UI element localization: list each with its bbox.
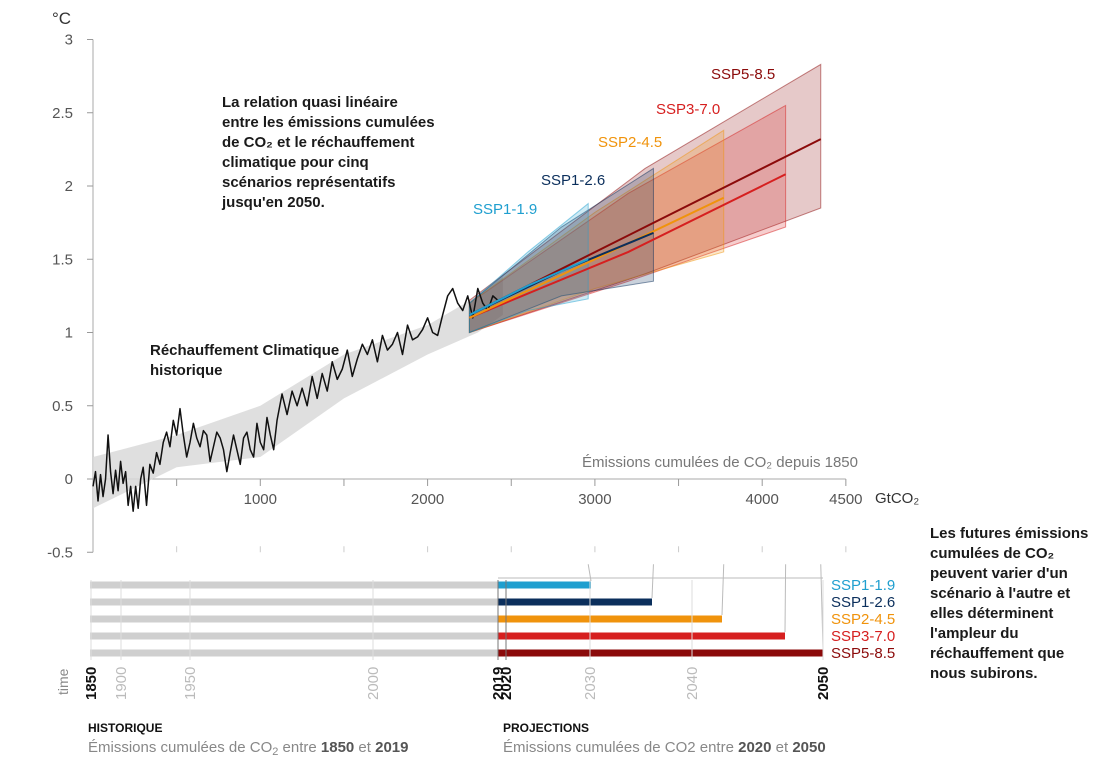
ssp-label: SSP1-2.6 <box>541 172 605 189</box>
main-axes: °C GtCO₂ Émissions cumulées de CO₂ depui… <box>52 9 919 553</box>
timeline-year-label: 1850 <box>83 667 100 700</box>
y-tick-label: 0 <box>65 471 73 488</box>
annotation-line: entre les émissions cumulées <box>222 114 435 131</box>
timeline-ssp-label: SSP1-1.9 <box>831 577 895 594</box>
historical-subtitle-text: et <box>354 739 375 756</box>
timeline-year-label: 2020 <box>498 667 515 700</box>
timeline-axis-label: time <box>55 668 71 695</box>
side-note-line: peuvent varier d'un <box>930 565 1068 582</box>
historical-line <box>92 287 499 512</box>
historical-start-year: 1850 <box>321 739 354 756</box>
y-tick-label: 0.5 <box>52 398 73 415</box>
annotation-line: La relation quasi linéaire <box>222 94 398 111</box>
ssp-lines <box>468 138 822 319</box>
historical-warming-line <box>92 287 499 512</box>
y-tick-label: 1.5 <box>52 251 73 268</box>
y-tick-label: 3 <box>65 32 73 49</box>
ssp-label: SSP1-1.9 <box>473 201 537 218</box>
connector-line <box>651 564 654 599</box>
historical-subtitle: Émissions cumulées de CO2 entre 1850 et … <box>88 739 409 758</box>
x-axis-unit: GtCO₂ <box>875 490 919 507</box>
historical-end-year: 2019 <box>375 739 408 756</box>
annotation-line: Réchauffement Climatique <box>150 342 339 359</box>
side-note: Les futures émissions cumulées de CO₂ pe… <box>930 525 1088 682</box>
annotation-main: La relation quasi linéaire entre les émi… <box>221 94 435 211</box>
side-note-line: réchauffement que <box>930 645 1064 662</box>
projections-subtitle: Émissions cumulées de CO2 entre 2020 et … <box>503 739 826 756</box>
y-axis-unit: °C <box>52 9 71 28</box>
projections-end-year: 2050 <box>792 739 825 756</box>
historical-band <box>93 276 503 509</box>
annotation-line: historique <box>150 362 223 379</box>
projections-title: PROJECTIONS <box>503 721 589 735</box>
timeline-ssp-label: SSP3-7.0 <box>831 628 895 645</box>
x-tick-label: 3000 <box>578 491 611 508</box>
projection-bar <box>498 649 823 657</box>
projections-subtitle-text: Émissions cumulées de CO2 entre <box>503 739 738 756</box>
timeline-ssp-label: SSP1-2.6 <box>831 594 895 611</box>
ssp-label: SSP5-8.5 <box>711 66 775 83</box>
annotation-historical: Réchauffement Climatique historique <box>150 342 339 379</box>
annotation-line: climatique pour cinq <box>222 154 369 171</box>
side-note-line: nous subirons. <box>930 665 1038 682</box>
projection-bar <box>498 615 722 623</box>
ssp-line <box>468 258 589 316</box>
timeline-year-label: 2050 <box>815 667 832 700</box>
emissions-timeline: SSP1-1.9SSP1-2.6SSP2-4.5SSP3-7.0SSP5-8.5… <box>83 564 895 700</box>
projection-bar <box>498 581 591 589</box>
timeline-year-label: 2030 <box>582 667 599 700</box>
ssp-label: SSP3-7.0 <box>656 101 720 118</box>
timeline-year-label: 2000 <box>365 667 382 700</box>
x-tick-label: 4000 <box>746 491 779 508</box>
historical-bar <box>90 598 498 606</box>
timeline-year-label: 1950 <box>182 667 199 700</box>
timeline-year-label: 2019 <box>490 667 507 700</box>
projections-subtitle-text: et <box>771 739 792 756</box>
x-axis-caption: Émissions cumulées de CO₂ depuis 1850 <box>582 454 858 471</box>
side-note-line: Les futures émissions <box>930 525 1088 542</box>
tick-labels: -0.5 0 0.5 1 1.5 2 2.5 3 1000 2000 3000 4000 4500 <box>47 32 862 562</box>
historical-subtitle-subscript: 2 <box>272 746 278 758</box>
side-note-line: scénario à l'autre et <box>930 585 1070 602</box>
historical-bar <box>90 581 498 589</box>
historical-bar <box>90 615 498 623</box>
historical-title: HISTORIQUE <box>88 721 162 735</box>
side-note-line: cumulées de CO₂ <box>930 545 1054 562</box>
timeline-year-label: 1900 <box>113 667 130 700</box>
ssp-line <box>469 173 787 319</box>
ssp-line <box>469 196 725 319</box>
side-note-line: elles déterminent <box>930 605 1053 622</box>
annotation-line: jusqu'en 2050. <box>221 194 325 211</box>
x-tick-label: 2000 <box>411 491 444 508</box>
y-tick-label: -0.5 <box>47 544 73 561</box>
projection-bar <box>498 598 652 606</box>
historical-uncertainty-band <box>93 276 503 509</box>
connector-line <box>784 564 787 633</box>
ssp-label: SSP2-4.5 <box>598 134 662 151</box>
timeline-year-label: 2040 <box>684 667 701 700</box>
projection-bar <box>498 632 785 640</box>
y-tick-label: 1 <box>65 325 73 342</box>
annotation-line: scénarios représentatifs <box>222 174 395 191</box>
historical-subtitle-text: entre <box>278 739 321 756</box>
y-tick-label: 2 <box>65 178 73 195</box>
historical-subtitle-text: Émissions cumulées de CO <box>88 739 272 756</box>
projections-start-year: 2020 <box>738 739 771 756</box>
bottom-captions: HISTORIQUE Émissions cumulées de CO2 ent… <box>88 721 826 758</box>
timeline-ssp-label: SSP2-4.5 <box>831 611 895 628</box>
x-tick-label: 4500 <box>829 491 862 508</box>
y-tick-label: 2.5 <box>52 105 73 122</box>
connector-line <box>721 564 725 616</box>
annotation-line: de CO₂ et le réchauffement <box>222 134 415 151</box>
side-note-line: l'ampleur du <box>930 625 1019 642</box>
historical-bar <box>90 649 498 657</box>
timeline-ssp-label: SSP5-8.5 <box>831 645 895 662</box>
x-tick-label: 1000 <box>244 491 277 508</box>
historical-bar <box>90 632 498 640</box>
